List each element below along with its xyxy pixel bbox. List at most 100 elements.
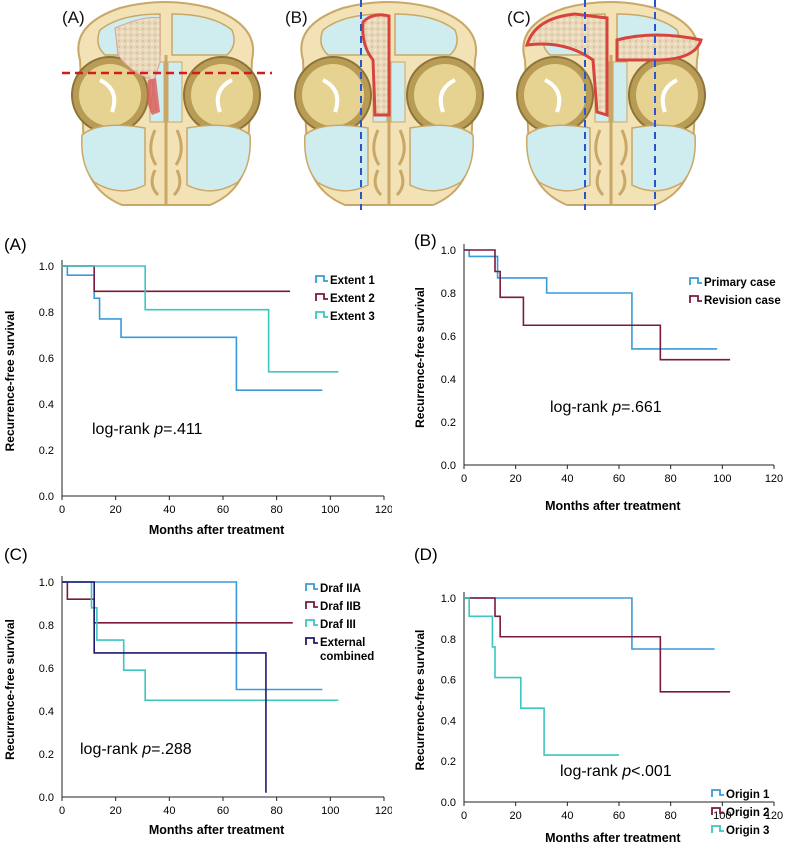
x-tick-label: 0	[59, 805, 65, 817]
legend-item: Origin 2	[711, 807, 769, 819]
survival-curve	[62, 581, 339, 702]
legend-item: Extent 1	[315, 275, 375, 287]
y-tick-label: 0.0	[441, 797, 456, 809]
mucosa-highlight	[146, 78, 160, 115]
x-tick-label: 20	[110, 504, 122, 516]
anatomy-label-b: (B)	[285, 8, 308, 27]
legend-label: Origin 3	[726, 825, 769, 837]
log-rank-annotation: log-rank p=.661	[550, 399, 662, 416]
legend-swatch	[315, 275, 328, 283]
x-tick-label: 20	[510, 810, 522, 822]
x-tick-label: 80	[665, 810, 677, 822]
y-tick-label: 0.2	[441, 756, 456, 768]
km-chart-a: (A) 0 20 40 60 80 100 120 0.0 0.2 0.4 0.6 0.8 1.0 Mont…	[0, 228, 393, 551]
legend-item: Revision case	[689, 295, 781, 307]
tumor-extension	[615, 33, 703, 62]
x-tick-label: 80	[271, 805, 283, 817]
legend-label: Draf III	[320, 619, 356, 631]
log-rank-annotation: log-rank p<.001	[560, 763, 672, 780]
y-tick-label: 0.8	[39, 620, 54, 632]
y-tick-label: 0.6	[39, 353, 54, 365]
log-rank-annotation: log-rank p=.288	[80, 741, 192, 758]
y-tick-label: 0.0	[441, 460, 456, 472]
y-tick-label: 0.6	[441, 675, 456, 687]
survival-curve	[62, 581, 267, 793]
x-axis-label: Months after treatment	[545, 831, 681, 845]
legend-swatch	[711, 789, 724, 797]
legend-label: combined	[320, 651, 374, 663]
anatomy-panel-b	[283, 0, 497, 215]
y-tick-label: 0.8	[441, 288, 456, 300]
legend-label: Draf IIA	[320, 583, 361, 595]
x-tick-label: 100	[321, 805, 339, 817]
survival-curve	[62, 265, 323, 391]
legend-label: External	[320, 637, 365, 649]
legend-label: Extent 2	[330, 293, 375, 305]
legend-label: Primary case	[704, 277, 776, 289]
legend-item: Origin 3	[711, 825, 769, 837]
y-tick-label: 1.0	[441, 245, 456, 257]
km-chart-d: (D) 0 20 40 60 80 100 120 0.0 0.2 0.4 0.6 0.8 1.0 Mont…	[412, 540, 788, 855]
x-tick-label: 0	[461, 810, 467, 822]
legend-item: Draf III	[305, 619, 356, 631]
anatomy-label-c: (C)	[507, 8, 531, 27]
legend-label: Draf IIB	[320, 601, 361, 613]
legend-label: Revision case	[704, 295, 781, 307]
y-tick-label: 0.2	[39, 445, 54, 457]
x-tick-label: 100	[713, 473, 731, 485]
legend-label: Extent 3	[330, 311, 375, 323]
x-tick-label: 80	[665, 473, 677, 485]
y-tick-label: 1.0	[39, 577, 54, 589]
x-tick-label: 80	[271, 504, 283, 516]
y-tick-label: 0.6	[441, 331, 456, 343]
legend-swatch	[689, 277, 702, 285]
x-tick-label: 40	[561, 810, 573, 822]
y-tick-label: 0.2	[441, 417, 456, 429]
legend-label: Origin 1	[726, 789, 770, 801]
tumor-region	[524, 12, 609, 118]
survival-curve	[464, 249, 731, 361]
y-axis-label: Recurrence-free survival	[413, 630, 427, 771]
y-tick-label: 0.0	[39, 491, 54, 503]
x-tick-label: 100	[321, 504, 339, 516]
panel-label: (D)	[414, 545, 438, 564]
x-tick-label: 60	[217, 805, 229, 817]
km-chart-c: (C) 0 20 40 60 80 100 120 0.0 0.2 0.4 0.6 0.8 1.0 Mont…	[0, 540, 393, 855]
survival-curve	[464, 597, 619, 756]
anatomy-panel-c	[505, 0, 719, 215]
y-tick-label: 0.6	[39, 663, 54, 675]
legend-swatch	[689, 295, 702, 303]
y-tick-label: 0.4	[441, 374, 456, 386]
survival-curve	[62, 265, 339, 373]
legend-item: Origin 1	[711, 789, 770, 801]
x-tick-label: 120	[765, 473, 783, 485]
y-tick-label: 0.4	[441, 715, 456, 727]
y-axis-label: Recurrence-free survival	[3, 311, 17, 452]
legend-swatch	[305, 583, 318, 591]
legend-swatch	[711, 825, 724, 833]
legend-swatch	[305, 619, 318, 627]
x-tick-label: 0	[59, 504, 65, 516]
x-tick-label: 60	[613, 810, 625, 822]
survival-curve	[62, 265, 291, 293]
x-tick-label: 120	[375, 805, 392, 817]
survival-curve	[62, 581, 323, 691]
log-rank-annotation: log-rank p=.411	[92, 421, 203, 438]
survival-curve	[464, 597, 715, 650]
legend-swatch	[315, 293, 328, 301]
legend-item: Primary case	[689, 277, 776, 289]
y-tick-label: 0.2	[39, 749, 54, 761]
legend-label: Extent 1	[330, 275, 375, 287]
x-axis-label: Months after treatment	[149, 823, 285, 837]
x-tick-label: 60	[613, 473, 625, 485]
panel-label: (A)	[4, 235, 27, 254]
y-tick-label: 0.8	[441, 634, 456, 646]
tumor-region	[114, 17, 161, 113]
x-tick-label: 60	[217, 504, 229, 516]
y-tick-label: 0.4	[39, 706, 54, 718]
y-axis-label: Recurrence-free survival	[3, 619, 17, 760]
legend-swatch	[315, 311, 328, 319]
survival-curve	[464, 597, 731, 693]
survival-curve	[464, 249, 718, 350]
anatomy-label-a: (A)	[62, 8, 85, 27]
